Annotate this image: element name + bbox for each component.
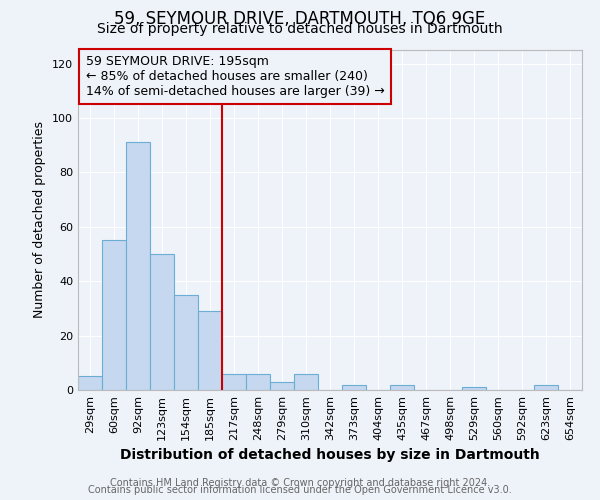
Bar [246,374,270,390]
Bar [198,311,222,390]
Bar [222,374,246,390]
Bar [294,374,318,390]
Bar [270,382,294,390]
Text: Size of property relative to detached houses in Dartmouth: Size of property relative to detached ho… [97,22,503,36]
Bar [150,254,174,390]
Bar [102,240,126,390]
Text: Contains HM Land Registry data © Crown copyright and database right 2024.: Contains HM Land Registry data © Crown c… [110,478,490,488]
Bar [174,295,198,390]
Y-axis label: Number of detached properties: Number of detached properties [34,122,46,318]
Bar [462,388,486,390]
Bar [534,384,558,390]
Bar [78,376,102,390]
Text: Contains public sector information licensed under the Open Government Licence v3: Contains public sector information licen… [88,485,512,495]
Bar [126,142,150,390]
Bar [390,384,414,390]
Bar [342,384,366,390]
X-axis label: Distribution of detached houses by size in Dartmouth: Distribution of detached houses by size … [120,448,540,462]
Text: 59 SEYMOUR DRIVE: 195sqm
← 85% of detached houses are smaller (240)
14% of semi-: 59 SEYMOUR DRIVE: 195sqm ← 85% of detach… [86,55,385,98]
Text: 59, SEYMOUR DRIVE, DARTMOUTH, TQ6 9GE: 59, SEYMOUR DRIVE, DARTMOUTH, TQ6 9GE [115,10,485,28]
